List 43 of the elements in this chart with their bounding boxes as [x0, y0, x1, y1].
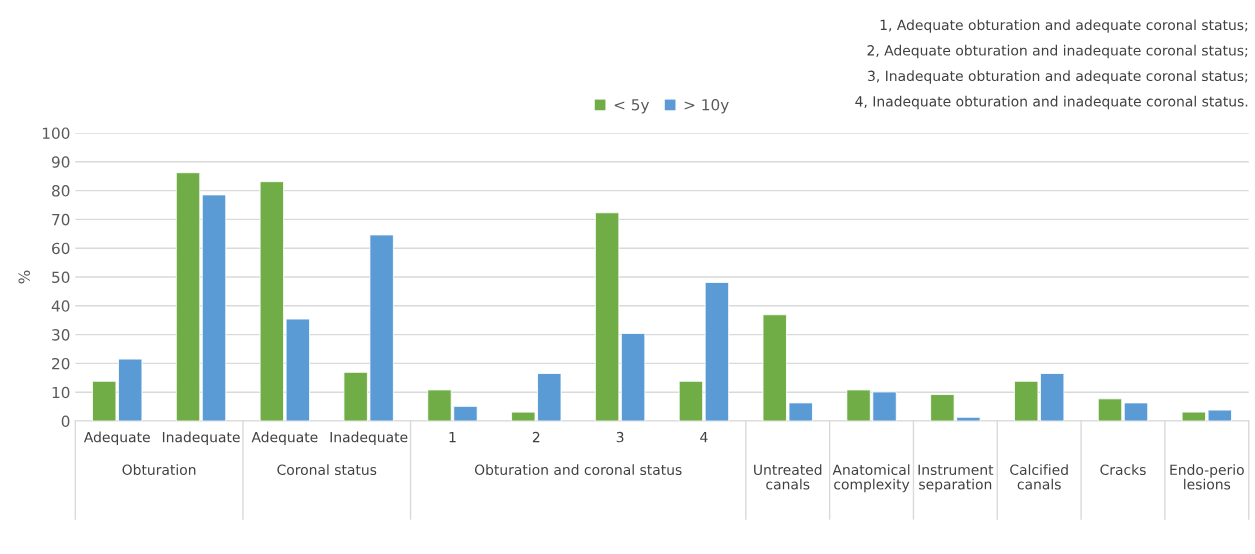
- x-tick-label: 1: [449, 432, 456, 443]
- y-tick-label: 30: [52, 329, 70, 341]
- x-tick-label: 2: [532, 431, 540, 443]
- x-tick-label: 4: [700, 432, 708, 443]
- x-tick-label: Endo-perio lesions: [1170, 464, 1244, 490]
- bar: [594, 212, 620, 422]
- y-tick-label: 50: [52, 271, 70, 284]
- x-tick-label: 3: [616, 431, 624, 443]
- bar: [620, 333, 646, 422]
- x-tick-label: Cracks: [1100, 464, 1146, 475]
- y-tick-label: 90: [51, 156, 70, 168]
- x-tick-label: Adequate: [83, 431, 150, 446]
- text: Obturation and coronal status: [474, 464, 682, 475]
- text: 4, Inadequate obturation and inadequate coronal status.: [855, 95, 1248, 110]
- x-tick-label: Inadequate: [162, 431, 240, 446]
- y-tick-label: 0: [61, 415, 70, 428]
- text: 2, Adequate obturation and inadequate coronal status;: [867, 44, 1248, 59]
- y-tick-label: 40: [51, 300, 70, 312]
- y-tick-label: 20: [52, 357, 70, 370]
- y-tick-label: 10: [52, 386, 70, 399]
- y-axis-title: %: [18, 270, 30, 284]
- text: Coronal status: [277, 464, 377, 475]
- bar: [1123, 402, 1149, 422]
- x-tick-label: Instrument separation: [918, 464, 994, 493]
- legend-label: < 5y: [614, 99, 650, 114]
- bar: [201, 194, 227, 422]
- y-tick-label: 70: [52, 213, 70, 226]
- y-tick-label: 100: [42, 127, 70, 139]
- x-tick-label: Untreated canals: [754, 464, 822, 490]
- x-tick-label: Inadequate: [330, 431, 408, 446]
- bar: [1097, 398, 1123, 422]
- bar: [704, 282, 730, 422]
- x-tick-label: Anatomical complexity: [832, 464, 910, 493]
- text: 1, Adequate obturation and adequate coronal status;: [880, 19, 1248, 33]
- y-tick-label: 80: [52, 185, 70, 197]
- text: 3, Inadequate obturation and adequate coronal status;: [868, 70, 1248, 84]
- text: Obturation: [122, 464, 196, 475]
- x-tick-label: Adequate: [251, 431, 318, 446]
- x-tick-label: Calcified canals: [1010, 464, 1068, 490]
- bar: [175, 172, 201, 422]
- y-tick-label: 60: [52, 242, 70, 255]
- bar: [678, 380, 704, 422]
- legend-label: > 10y: [684, 98, 729, 114]
